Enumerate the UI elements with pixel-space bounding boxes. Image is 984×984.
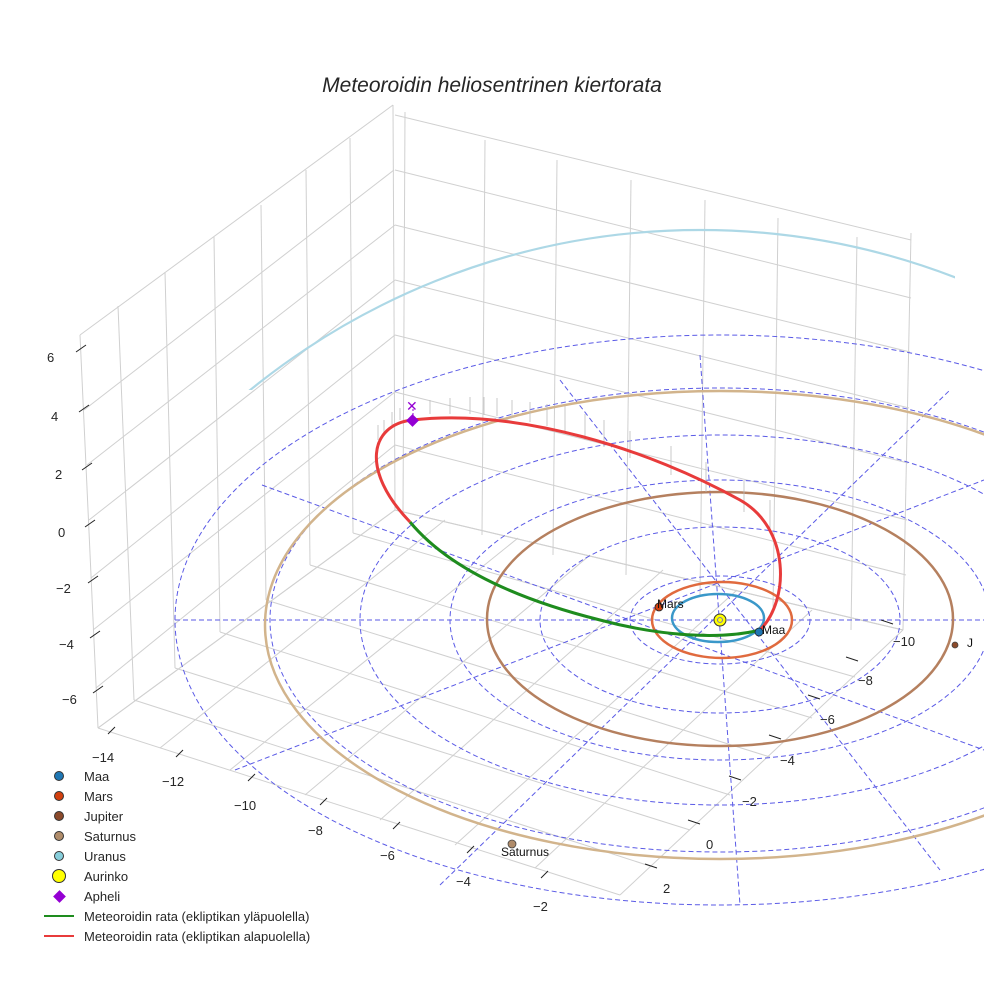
apheli-projection-x-icon: ✕	[406, 399, 418, 415]
meteoroid-path-below	[374, 416, 782, 632]
jupiter-dot-icon	[54, 811, 64, 821]
x-tick: −10	[234, 798, 256, 813]
legend-item-path-below[interactable]: Meteoroidin rata (ekliptikan alapuolella…	[40, 926, 310, 946]
legend-item-aurinko[interactable]: Aurinko	[40, 866, 310, 886]
legend-label: Meteoroidin rata (ekliptikan yläpuolella…	[84, 908, 310, 924]
maa-label: Maa	[762, 623, 786, 637]
legend-label: Apheli	[84, 888, 121, 904]
maa-orbit	[670, 592, 766, 644]
orbit-drop-lines	[377, 397, 771, 530]
saturnus-marker[interactable]	[507, 839, 517, 849]
jupiter-label: J	[967, 636, 973, 650]
y-tick: −6	[820, 712, 835, 727]
legend-label: Maa	[84, 768, 110, 784]
jupiter-orbit	[485, 490, 955, 748]
green-line-icon	[44, 915, 74, 917]
uranus-dot-icon	[54, 851, 64, 861]
pane-grid	[79, 104, 912, 896]
legend-item-maa[interactable]: Maa	[40, 766, 310, 786]
saturnus-label: Saturnus	[501, 845, 549, 859]
legend-label: Mars	[84, 788, 113, 804]
legend-item-apheli[interactable]: Apheli	[40, 886, 310, 906]
y-tick: −8	[858, 673, 873, 688]
z-axis: 6 4 2 0 −2 −4 −6	[47, 344, 104, 707]
legend-item-jupiter[interactable]: Jupiter	[40, 806, 310, 826]
x-tick: −6	[380, 848, 395, 863]
x-tick: −2	[533, 899, 548, 914]
diamond-icon	[52, 889, 66, 903]
legend-item-path-above[interactable]: Meteoroidin rata (ekliptikan yläpuolella…	[40, 906, 310, 926]
x-tick: −12	[162, 774, 184, 789]
z-tick: 0	[58, 525, 65, 540]
legend-label: Uranus	[84, 848, 126, 864]
mars-dot-icon	[54, 791, 64, 801]
y-tick: −4	[780, 753, 795, 768]
x-tick: −8	[308, 823, 323, 838]
red-line-icon	[44, 935, 74, 937]
apheli-marker[interactable]: ✕	[406, 399, 419, 427]
uranus-orbit	[248, 229, 955, 390]
maa-marker[interactable]	[754, 627, 764, 637]
mars-orbit	[650, 580, 794, 660]
z-tick: 2	[55, 467, 62, 482]
z-tick: −2	[56, 581, 71, 596]
legend-item-saturnus[interactable]: Saturnus	[40, 826, 310, 846]
saturnus-dot-icon	[54, 831, 64, 841]
maa-dot-icon	[54, 771, 64, 781]
meteoroid-path-above	[408, 521, 761, 637]
legend-item-mars[interactable]: Mars	[40, 786, 310, 806]
x-tick: −4	[456, 874, 471, 889]
z-tick: −4	[59, 637, 74, 652]
saturnus-orbit	[263, 389, 984, 861]
mars-marker[interactable]	[654, 602, 664, 612]
y-tick: 2	[663, 881, 670, 896]
apheli-diamond-icon	[406, 414, 419, 427]
x-tick: −14	[92, 750, 114, 765]
chart-title: Meteoroidin heliosentrinen kiertorata	[322, 74, 662, 97]
mars-label: Mars	[657, 597, 684, 611]
legend-label: Aurinko	[84, 868, 129, 884]
sun-marker[interactable]	[713, 613, 727, 627]
x-axis: −14 −12 −10 −8 −6 −4 −2	[92, 726, 549, 914]
legend-label: Meteoroidin rata (ekliptikan alapuolella…	[84, 928, 311, 944]
planet-orbits	[248, 229, 984, 861]
sun-icon	[52, 869, 66, 883]
jupiter-marker[interactable]	[951, 641, 959, 649]
y-tick: 0	[706, 837, 713, 852]
ecliptic-reference-grid	[174, 334, 984, 906]
legend: Maa Mars Jupiter Saturnus Uranus Aurinko…	[40, 766, 310, 946]
z-tick: 6	[47, 350, 54, 365]
y-tick: −2	[742, 794, 757, 809]
z-tick: −6	[62, 692, 77, 707]
y-axis: −10 −8 −6 −4 −2 0 2	[644, 619, 915, 896]
legend-label: Saturnus	[84, 828, 137, 844]
legend-label: Jupiter	[84, 808, 124, 824]
legend-item-uranus[interactable]: Uranus	[40, 846, 310, 866]
y-tick: −10	[893, 634, 915, 649]
z-tick: 4	[51, 409, 58, 424]
